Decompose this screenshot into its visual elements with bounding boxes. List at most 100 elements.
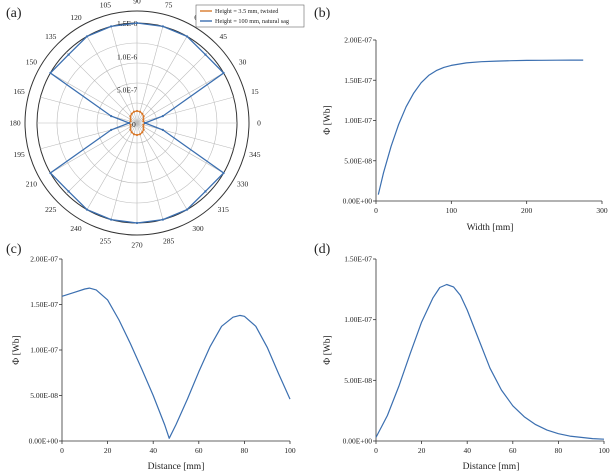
panel-d-plot: 0 20 40 60 80 100 0.00E+00 5.00E-08 1.00E-07 1.50… (343, 255, 610, 456)
polar-point-twisted-3 (142, 115, 145, 118)
polar-point-twisted-9 (129, 115, 132, 118)
polar-angle-label-150: 150 (26, 58, 38, 67)
polar-point-twisted-7 (132, 110, 136, 113)
polar-angle-label-225: 225 (45, 205, 57, 214)
panel-b-series-line (377, 59, 584, 195)
polar-point-twisted-22 (142, 125, 145, 128)
polar-angle-label-165: 165 (14, 87, 26, 96)
polar-point-twisted-13 (129, 123, 132, 126)
polar-spoke-75 (136, 26, 164, 124)
polar-spoke-330 (136, 122, 224, 174)
panel-c-ylabel: Φ [Wb] (12, 335, 22, 364)
polar-radial-tick-2: 1.5E-6 (117, 19, 137, 28)
polar-spoke-285 (136, 122, 164, 220)
polar-point-natural-sag-22 (222, 171, 225, 175)
polar-angle-label-240: 240 (70, 224, 82, 233)
polar-spoke-315 (136, 122, 208, 194)
panel-c-xtick-label-1: 20 (104, 446, 112, 455)
panel-a-polar: (a) 5.0E-71.0E-61.5E-6 01530456075901051… (6, 0, 305, 250)
panel-d-ytick-label-1: 5.00E-08 (344, 376, 372, 385)
polar-point-natural-sag-15 (67, 190, 70, 193)
panel-c-xtick-label-3: 60 (195, 446, 203, 455)
polar-spoke-210 (50, 122, 138, 174)
polar-point-natural-sag-12 (127, 121, 131, 125)
panel-c-chart: (c) 0 20 40 60 80 100 0.00E+00 5.00E-08 1.00E-07… (6, 242, 296, 472)
panel-b-chart: (b) 0 100 200 300 0.00E+00 5.00E-08 1.00E-07 1.… (314, 6, 608, 233)
polar-spoke-120 (86, 36, 138, 124)
panel-b-ytick-label-3: 1.50E-07 (344, 76, 372, 85)
polar-spoke-15 (136, 96, 234, 124)
polar-point-natural-sag-3 (204, 53, 207, 56)
panel-c-plot: 0 20 40 60 80 100 0.00E+00 5.00E-08 1.00E-07 1.50… (29, 255, 296, 456)
panel-d-xlabel: Distance [mm] (463, 462, 520, 472)
panel-d-xtick-label-4: 80 (555, 446, 563, 455)
polar-point-natural-sag-13 (110, 128, 113, 131)
polar-spoke-225 (66, 122, 138, 194)
polar-spoke-255 (110, 122, 138, 220)
panel-d-xtick-label-1: 20 (418, 446, 426, 455)
polar-angle-label-15: 15 (251, 87, 259, 96)
polar-angle-label-120: 120 (70, 13, 82, 22)
polar-spoke-345 (136, 122, 234, 150)
panel-c-xtick-label-0: 0 (60, 446, 64, 455)
panel-d-ytick-label-3: 1.50E-07 (344, 255, 372, 264)
polar-angle-labels: 0153045607590105120135150165180195210225… (9, 0, 261, 250)
panel-c-ytick-label-2: 1.00E-07 (30, 346, 58, 355)
panel-b-ytick-label-2: 1.00E-07 (344, 116, 372, 125)
polar-spoke-195 (40, 122, 138, 150)
polar-angle-label-315: 315 (218, 205, 230, 214)
polar-angle-label-195: 195 (14, 150, 26, 159)
panel-d-xtick-label-0: 0 (374, 446, 378, 455)
polar-angle-label-90: 90 (133, 0, 141, 6)
polar-angle-label-135: 135 (45, 32, 57, 41)
polar-point-natural-sag-23 (161, 128, 164, 131)
polar-angle-label-180: 180 (9, 119, 21, 128)
panel-b-xtick-label-3: 300 (596, 206, 608, 215)
polar-series (49, 21, 225, 225)
polar-radial-tick-0: 5.0E-7 (117, 86, 137, 95)
polar-grid (24, 10, 250, 236)
polar-point-twisted-18 (135, 133, 139, 137)
polar-point-natural-sag-21 (204, 190, 207, 193)
panel-d-xtick-label-5: 100 (598, 446, 610, 455)
polar-point-natural-sag-7 (110, 25, 113, 28)
panel-c-ytick-label-3: 1.50E-07 (30, 300, 58, 309)
polar-point-natural-sag-2 (222, 71, 225, 75)
polar-point-twisted-4 (141, 112, 144, 115)
legend: Height = 3.5 mm, twisted Height = 100 mm… (195, 4, 305, 28)
polar-angle-label-345: 345 (249, 150, 261, 159)
polar-label-ring (24, 10, 250, 236)
polar-point-natural-sag-5 (161, 25, 164, 28)
polar-point-twisted-17 (132, 133, 136, 136)
polar-angle-label-300: 300 (192, 224, 204, 233)
panel-d-xtick-label-3: 60 (509, 446, 517, 455)
polar-point-natural-sag-11 (110, 115, 113, 118)
polar-point-natural-sag-16 (85, 208, 89, 211)
panel-c-ytick-label-1: 5.00E-08 (30, 391, 58, 400)
panel-b-ytick-label-1: 5.00E-08 (344, 156, 372, 165)
polar-point-twisted-6 (135, 109, 139, 113)
panel-b-xtick-label-0: 0 (374, 206, 378, 215)
polar-point-natural-sag-8 (85, 35, 89, 38)
polar-point-natural-sag-17 (110, 218, 113, 221)
polar-spoke-45 (136, 52, 208, 124)
polar-point-natural-sag-18 (135, 221, 139, 225)
panel-b-ytick-label-4: 2.00E-07 (344, 36, 372, 45)
panel-d-ylabel: Φ [Wb] (323, 335, 333, 364)
polar-point-twisted-19 (138, 133, 142, 136)
legend-entry-natural-sag: Height = 100 mm, natural sag (215, 18, 289, 25)
panel-b-ylabel: Φ [Wb] (323, 105, 333, 134)
polar-point-natural-sag-1 (161, 115, 164, 118)
polar-angle-label-330: 330 (237, 180, 249, 189)
panel-b-ytick-label-0: 0.00E+00 (343, 197, 373, 206)
polar-angle-label-0: 0 (257, 119, 261, 128)
polar-angle-label-75: 75 (165, 1, 173, 10)
polar-spoke-300 (136, 122, 188, 210)
polar-center-label: 0 (132, 120, 136, 129)
panel-d-chart: (d) 0 20 40 60 80 100 0.00E+00 5.00E-08 1.00E-07… (314, 242, 610, 472)
polar-angle-label-270: 270 (131, 241, 143, 250)
panel-b-plot: 0 100 200 300 0.00E+00 5.00E-08 1.00E-07 1.50E-… (343, 36, 608, 216)
panel-c-ytick-label-0: 0.00E+00 (29, 437, 59, 446)
polar-spoke-30 (136, 72, 224, 124)
